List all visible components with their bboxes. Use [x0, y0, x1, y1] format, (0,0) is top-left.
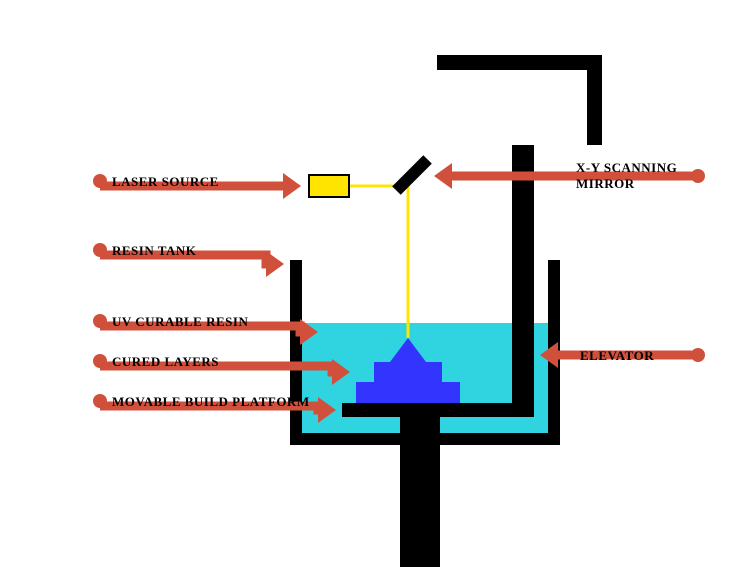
cured-mid [374, 362, 442, 382]
label-laser-source: LASER SOURCE [112, 174, 219, 190]
frame-top [437, 55, 602, 70]
laser-source-box [309, 175, 349, 197]
label-resin-tank: RESIN TANK [112, 243, 196, 259]
label-uv-resin: UV CURABLE RESIN [112, 314, 248, 330]
label-cured-layers: CURED LAYERS [112, 354, 219, 370]
label-elevator: ELEVATOR [580, 348, 654, 364]
tank-wall-left [290, 260, 302, 445]
platform-support [400, 417, 440, 567]
sla-diagram [0, 0, 744, 570]
build-platform [342, 403, 534, 417]
label-build-platform: MOVABLE BUILD PLATFORM [112, 394, 310, 410]
frame-right [587, 55, 602, 145]
elevator-column [512, 145, 534, 403]
label-scanning-mirror: X-Y SCANNING MIRROR [576, 160, 677, 191]
cured-base [356, 382, 460, 403]
scanning-mirror [392, 155, 432, 195]
